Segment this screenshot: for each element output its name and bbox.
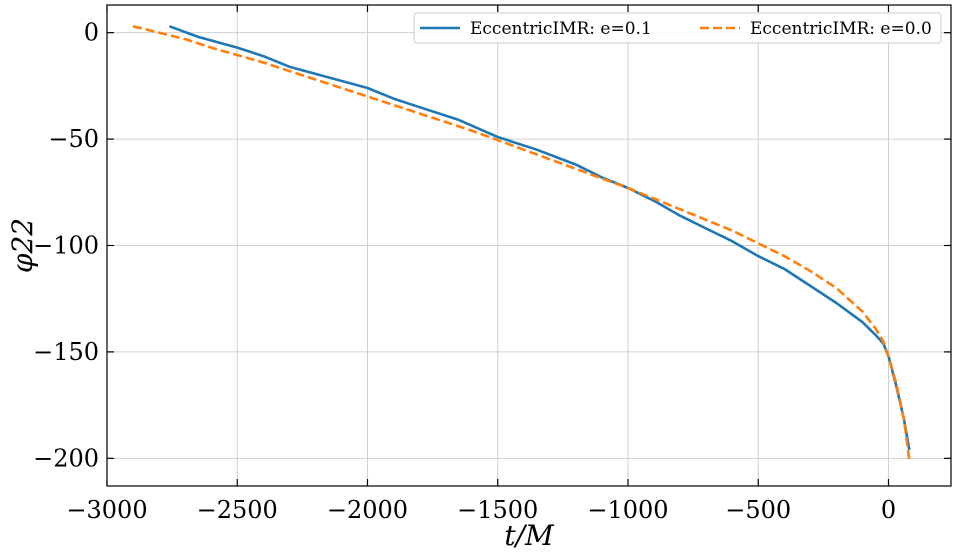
x-tick-labels: −3000 −2500 −2000 −1500 −1000 −500 0 [66, 496, 896, 524]
x-tick-label: 0 [881, 496, 896, 524]
legend: EccentricIMR: e=0.1 EccentricIMR: e=0.0 [413, 12, 942, 44]
y-tick-labels: 0 −50 −100 −150 −200 [33, 19, 99, 473]
y-tick-label: −200 [33, 444, 99, 472]
x-tick-label: −1000 [587, 496, 668, 524]
series-line-0 [169, 25, 911, 451]
grid-lines [106, 5, 951, 486]
x-tick-label: −3000 [66, 496, 147, 524]
y-tick-label: 0 [84, 19, 99, 47]
series-line-1 [132, 25, 911, 461]
y-tick-label: −100 [33, 232, 99, 260]
y-tick-label: −50 [48, 125, 99, 153]
x-tick-label: −2000 [327, 496, 408, 524]
series-layer [132, 25, 911, 461]
x-axis-label: t/M [504, 519, 555, 552]
y-axis-label: φ22 [6, 218, 39, 273]
legend-label-1: EccentricIMR: e=0.0 [750, 19, 932, 39]
legend-box [413, 12, 942, 44]
legend-label-0: EccentricIMR: e=0.1 [470, 19, 652, 39]
y-tick-label: −150 [33, 338, 99, 366]
x-tick-label: −1500 [457, 496, 538, 524]
axis-ticks [106, 5, 951, 486]
x-tick-label: −2500 [197, 496, 278, 524]
x-tick-label: −500 [725, 496, 791, 524]
